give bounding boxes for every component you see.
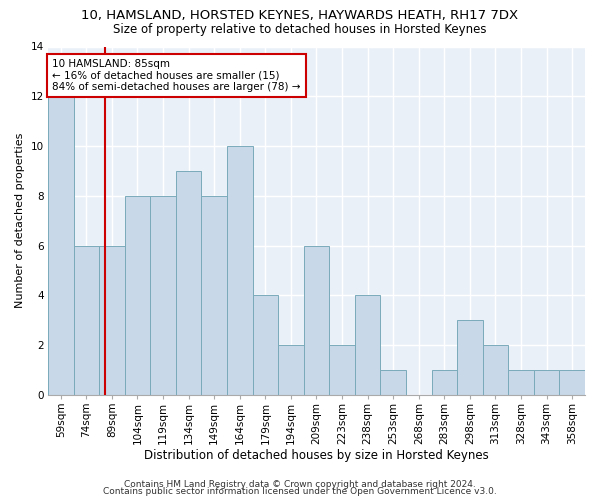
Bar	[559, 370, 585, 395]
Text: 10 HAMSLAND: 85sqm
← 16% of detached houses are smaller (15)
84% of semi-detache: 10 HAMSLAND: 85sqm ← 16% of detached hou…	[52, 59, 301, 92]
Bar	[278, 345, 304, 395]
Bar	[508, 370, 534, 395]
Bar	[227, 146, 253, 395]
X-axis label: Distribution of detached houses by size in Horsted Keynes: Distribution of detached houses by size …	[144, 450, 489, 462]
Text: Contains HM Land Registry data © Crown copyright and database right 2024.: Contains HM Land Registry data © Crown c…	[124, 480, 476, 489]
Bar	[380, 370, 406, 395]
Bar	[483, 345, 508, 395]
Bar	[176, 171, 202, 395]
Bar	[457, 320, 483, 395]
Bar	[74, 246, 99, 395]
Bar	[125, 196, 150, 395]
Bar	[431, 370, 457, 395]
Text: Contains public sector information licensed under the Open Government Licence v3: Contains public sector information licen…	[103, 487, 497, 496]
Bar	[99, 246, 125, 395]
Bar	[48, 96, 74, 395]
Y-axis label: Number of detached properties: Number of detached properties	[15, 133, 25, 308]
Bar	[329, 345, 355, 395]
Bar	[253, 296, 278, 395]
Bar	[202, 196, 227, 395]
Text: 10, HAMSLAND, HORSTED KEYNES, HAYWARDS HEATH, RH17 7DX: 10, HAMSLAND, HORSTED KEYNES, HAYWARDS H…	[82, 9, 518, 22]
Bar	[304, 246, 329, 395]
Bar	[150, 196, 176, 395]
Text: Size of property relative to detached houses in Horsted Keynes: Size of property relative to detached ho…	[113, 22, 487, 36]
Bar	[534, 370, 559, 395]
Bar	[355, 296, 380, 395]
